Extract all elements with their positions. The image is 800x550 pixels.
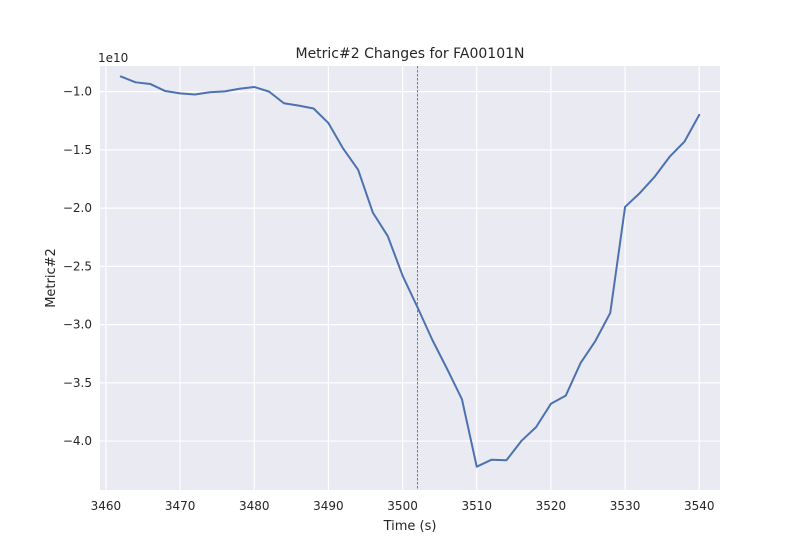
x-tick-label: 3490 [313, 499, 344, 513]
y-tick-label: −1.5 [63, 143, 92, 157]
series-layer [119, 75, 701, 468]
x-tick-label: 3480 [239, 499, 270, 513]
y-offset-label: 1e10 [98, 51, 128, 65]
y-tick-labels: −4.0 −3.5 −3.0 −2.5 −2.0 −1.5 −1.0 [63, 85, 92, 448]
y-tick-label: −3.5 [63, 376, 92, 390]
y-tick-label: −4.0 [63, 434, 92, 448]
x-axis-label: Time (s) [383, 519, 437, 534]
x-tick-label: 3520 [536, 499, 567, 513]
y-tick-label: −3.0 [63, 318, 92, 332]
x-tick-label: 3530 [610, 499, 641, 513]
x-tick-label: 3460 [91, 499, 122, 513]
series-line [119, 75, 701, 468]
y-tick-label: −2.5 [63, 259, 92, 273]
x-tick-label: 3510 [461, 499, 492, 513]
x-tick-labels: 3460 3470 3480 3490 3500 3510 3520 3530 3540 [91, 499, 715, 513]
y-tick-label: −2.0 [63, 201, 92, 215]
x-tick-label: 3500 [387, 499, 418, 513]
x-tick-label: 3540 [684, 499, 715, 513]
plot-area [100, 66, 720, 490]
y-axis-label: Metric#2 [44, 248, 59, 308]
x-tick-label: 3470 [165, 499, 196, 513]
y-tick-label: −1.0 [63, 85, 92, 99]
chart-title: Metric#2 Changes for FA00101N [295, 46, 524, 62]
